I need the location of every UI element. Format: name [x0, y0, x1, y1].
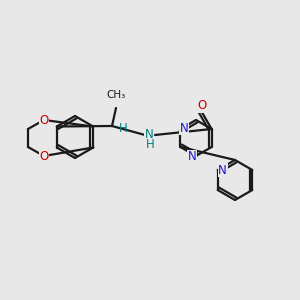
Text: CH₃: CH₃ — [106, 90, 126, 100]
Text: N: N — [188, 151, 196, 164]
Text: N: N — [145, 128, 153, 142]
Text: O: O — [197, 99, 206, 112]
Text: H: H — [146, 137, 154, 151]
Text: O: O — [39, 149, 49, 163]
Text: N: N — [218, 164, 227, 176]
Text: N: N — [180, 122, 189, 134]
Text: H: H — [119, 122, 128, 136]
Text: O: O — [39, 113, 49, 127]
